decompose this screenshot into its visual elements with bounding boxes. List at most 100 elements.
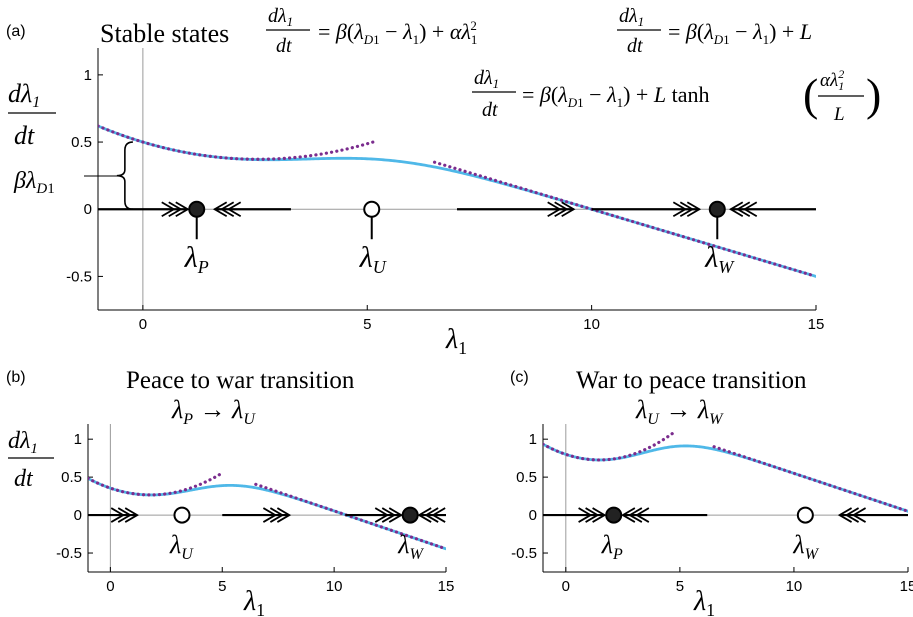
panel-b-flow-arrows xyxy=(88,507,446,523)
y-tick-label: -0.5 xyxy=(56,545,82,562)
fixed-point-λW: λW xyxy=(792,506,820,563)
x-tick-label: 15 xyxy=(808,316,825,333)
y-tick-label: 1 xyxy=(84,67,92,84)
fixed-point-λP: λP xyxy=(184,200,209,277)
svg-text:dt: dt xyxy=(627,35,643,57)
svg-text:dλ1: dλ1 xyxy=(8,428,38,457)
x-tick-label: 5 xyxy=(676,578,684,595)
svg-text:): ) xyxy=(866,69,881,120)
panel-a-fixed-points: λP λU λW xyxy=(184,200,735,277)
x-tick-label: 10 xyxy=(583,316,600,333)
panel-a-brace: βλD1 xyxy=(13,141,133,211)
panel-b-ylabel: dλ1 dt xyxy=(8,428,54,492)
fixed-point-label: λW xyxy=(792,530,819,563)
series-line-quadratic xyxy=(98,124,377,161)
svg-text:= β(λD1 − λ1) + L: = β(λD1 − λ1) + L xyxy=(668,19,812,47)
panel-a: (a) Stable states dλ1 dt = β(λD1 − λ1) +… xyxy=(6,5,881,358)
y-tick-label: 0 xyxy=(84,201,92,218)
panel-c-xlabel: λ1 xyxy=(693,586,715,617)
fixed-point-label: λW xyxy=(397,530,424,563)
flow-arrow xyxy=(837,507,908,523)
svg-text:dλ1: dλ1 xyxy=(619,5,644,29)
x-tick-label: 10 xyxy=(786,578,803,595)
flow-arrow xyxy=(417,507,446,523)
panel-a-flow-arrows xyxy=(98,201,816,218)
panel-c-flow-arrows xyxy=(543,507,908,523)
svg-text:dλ1: dλ1 xyxy=(474,67,499,91)
panel-b-title: Peace to war transition xyxy=(126,367,355,394)
series-line-quadratic xyxy=(88,470,225,497)
svg-text:dt: dt xyxy=(14,121,35,150)
series-line-quadratic xyxy=(543,431,676,462)
svg-text:(: ( xyxy=(803,69,818,120)
series-line-tanh xyxy=(98,124,816,278)
x-tick-label: 0 xyxy=(106,578,114,595)
svg-text:L: L xyxy=(833,104,845,125)
fixed-point-label: λP xyxy=(184,241,209,277)
flow-arrow xyxy=(591,201,702,218)
flow-arrow xyxy=(212,201,291,218)
flow-arrow xyxy=(543,507,607,523)
y-tick-label: -0.5 xyxy=(66,268,92,285)
svg-text:dλ1: dλ1 xyxy=(268,5,293,29)
y-tick-label: 0.5 xyxy=(61,469,82,486)
x-tick-label: 0 xyxy=(562,578,570,595)
panel-b: (b) Peace to war transition λP → λU dλ1 … xyxy=(6,367,454,617)
y-tick-label: 0.5 xyxy=(71,134,92,151)
flow-arrow xyxy=(88,507,140,523)
y-tick-label: 0.5 xyxy=(516,469,537,486)
series-line-linear xyxy=(712,445,908,513)
panel-c-fixed-points: λP λW xyxy=(601,506,820,563)
panel-b-curves xyxy=(88,470,446,551)
flow-arrow xyxy=(457,201,576,218)
x-tick-label: 5 xyxy=(363,316,371,333)
fixed-point-λU: λU xyxy=(169,506,194,563)
svg-text:dt: dt xyxy=(482,99,498,121)
fixed-point-label: λU xyxy=(359,241,387,277)
x-tick-label: 15 xyxy=(438,578,455,595)
y-tick-label: 0 xyxy=(74,507,82,524)
panel-a-title: Stable states xyxy=(100,19,229,48)
panel-a-curves xyxy=(98,124,816,278)
panel-c-subtitle: λU → λW xyxy=(635,395,724,428)
fixed-point-λW: λW xyxy=(704,200,735,277)
x-tick-label: 15 xyxy=(900,578,913,595)
fixed-point-label: λU xyxy=(169,530,194,563)
panel-a-ylabel: dλ1 dt xyxy=(8,79,56,150)
x-tick-label: 10 xyxy=(326,578,343,595)
panel-b-letter: (b) xyxy=(6,369,26,386)
panel-b-axes: 0 5 10 15 -0.5 0 0.5 1 xyxy=(56,424,454,595)
panel-c: (c) War to peace transition λU → λW 0 5 10… xyxy=(510,367,913,617)
panel-c-title: War to peace transition xyxy=(576,367,807,394)
panel-b-subtitle: λP → λU xyxy=(171,395,256,428)
panel-a-xlabel: λ1 xyxy=(445,324,467,358)
flow-arrow xyxy=(345,507,404,523)
equation-tanh: dλ1 dt = β(λD1 − λ1) + L tanh ( αλ12 L ) xyxy=(472,67,881,125)
svg-text:βλD1: βλD1 xyxy=(13,168,55,197)
svg-text:dλ1: dλ1 xyxy=(8,79,40,111)
flow-arrow xyxy=(728,201,816,218)
panel-b-xlabel: λ1 xyxy=(243,586,265,617)
panel-a-axes: 0 5 10 15 -0.5 0 0.5 1 xyxy=(66,48,824,333)
fixed-point-label: λP xyxy=(601,530,623,563)
equation-quadratic: dλ1 dt = β(λD1 − λ1) + αλ12 xyxy=(266,5,477,57)
x-tick-label: 5 xyxy=(218,578,226,595)
series-line-linear xyxy=(254,482,446,551)
flow-arrow xyxy=(621,507,708,523)
svg-text:αλ12: αλ12 xyxy=(820,67,844,93)
fixed-point-λU: λU xyxy=(359,200,387,277)
y-tick-label: 0 xyxy=(529,507,537,524)
svg-text:= β(λD1 − λ1) + αλ12: = β(λD1 − λ1) + αλ12 xyxy=(318,18,477,47)
y-tick-label: 1 xyxy=(529,431,537,448)
svg-text:= β(λD1 − λ1) + L tanh: = β(λD1 − λ1) + L tanh xyxy=(522,82,709,110)
series-line-tanh xyxy=(543,442,908,513)
x-tick-label: 0 xyxy=(139,316,147,333)
flow-arrow xyxy=(222,507,292,523)
panel-a-letter: (a) xyxy=(6,23,26,40)
panel-c-curves xyxy=(543,431,908,513)
y-tick-label: -0.5 xyxy=(511,545,537,562)
svg-text:dt: dt xyxy=(14,466,34,492)
y-tick-label: 1 xyxy=(74,431,82,448)
flow-arrow xyxy=(98,201,190,218)
